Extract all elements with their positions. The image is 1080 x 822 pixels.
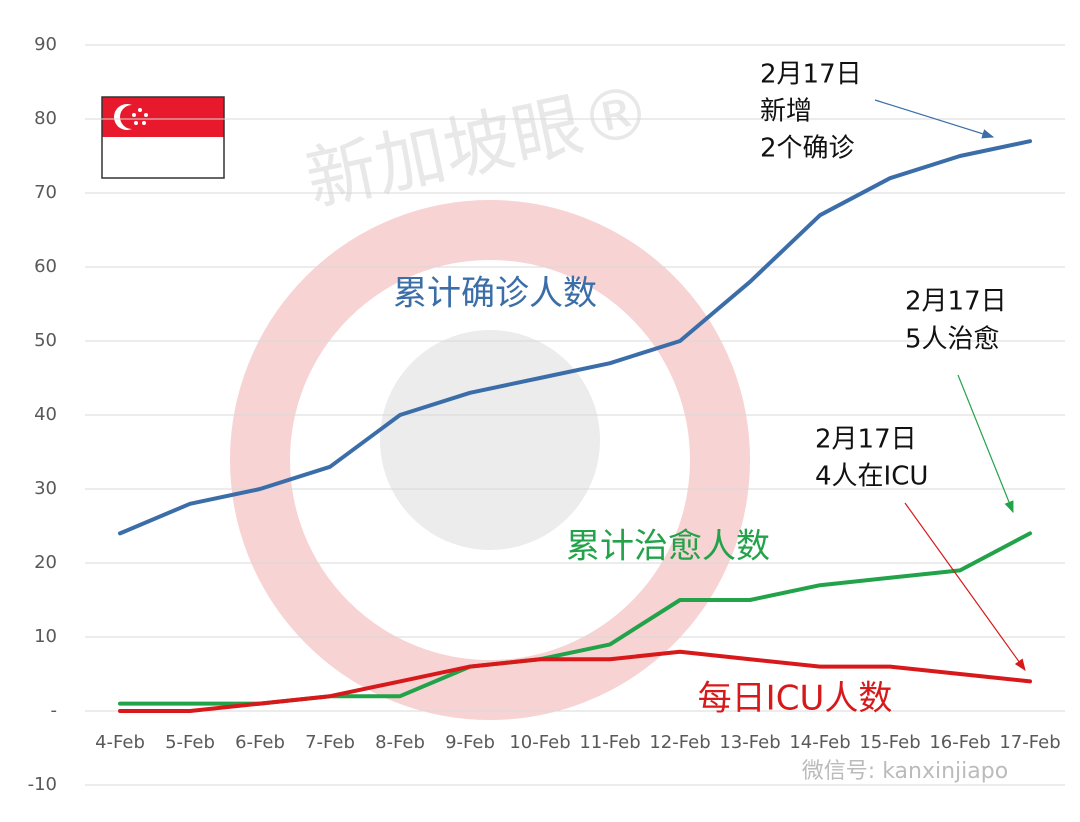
y-tick-label: 30 <box>34 478 57 499</box>
x-tick-label: 5-Feb <box>165 732 215 753</box>
y-tick-label: -10 <box>28 774 57 795</box>
annotation: 2月17日 <box>905 287 1007 317</box>
series-label: 累计治愈人数 <box>566 527 770 567</box>
watermark: 微信号: kanxinjiapo <box>802 759 1008 784</box>
y-tick-label: 40 <box>34 404 57 425</box>
x-tick-label: 7-Feb <box>305 732 355 753</box>
annotation: 新增 <box>760 97 812 127</box>
y-tick-label: 80 <box>34 108 57 129</box>
x-tick-label: 10-Feb <box>509 732 571 753</box>
x-tick-label: 8-Feb <box>375 732 425 753</box>
annotation: 2个确诊 <box>760 134 855 164</box>
y-tick-label: 70 <box>34 182 57 203</box>
annotation: 4人在ICU <box>815 462 928 492</box>
annotation: 2月17日 <box>760 60 862 90</box>
arrow <box>904 502 1026 671</box>
x-tick-label: 6-Feb <box>235 732 285 753</box>
x-tick-label: 11-Feb <box>579 732 641 753</box>
y-tick-label: 10 <box>34 626 57 647</box>
data-line <box>118 649 1032 713</box>
series-label: 每日ICU人数 <box>698 679 893 719</box>
watermark: 新加坡眼® <box>299 69 658 222</box>
watermark-logo <box>230 200 750 720</box>
x-tick-label: 12-Feb <box>649 732 711 753</box>
flag <box>101 96 225 179</box>
y-tick-label: 20 <box>34 552 57 573</box>
x-tick-label: 15-Feb <box>859 732 921 753</box>
x-tick-label: 4-Feb <box>95 732 145 753</box>
x-tick-label: 9-Feb <box>445 732 495 753</box>
annotation: 2月17日 <box>815 425 917 455</box>
x-tick-label: 14-Feb <box>789 732 851 753</box>
y-tick-label: 60 <box>34 256 57 277</box>
annotation: 5人治愈 <box>905 325 1000 355</box>
x-tick-label: 13-Feb <box>719 732 781 753</box>
y-tick-label: - <box>51 700 58 721</box>
y-tick-label: 90 <box>34 34 57 55</box>
watermark-logo <box>380 330 600 550</box>
x-tick-label: 16-Feb <box>929 732 991 753</box>
arrow <box>874 99 995 139</box>
y-tick-label: 50 <box>34 330 57 351</box>
series-label: 累计确诊人数 <box>393 274 597 314</box>
x-tick-label: 17-Feb <box>999 732 1061 753</box>
data-line <box>118 139 1032 536</box>
arrow <box>957 374 1014 514</box>
